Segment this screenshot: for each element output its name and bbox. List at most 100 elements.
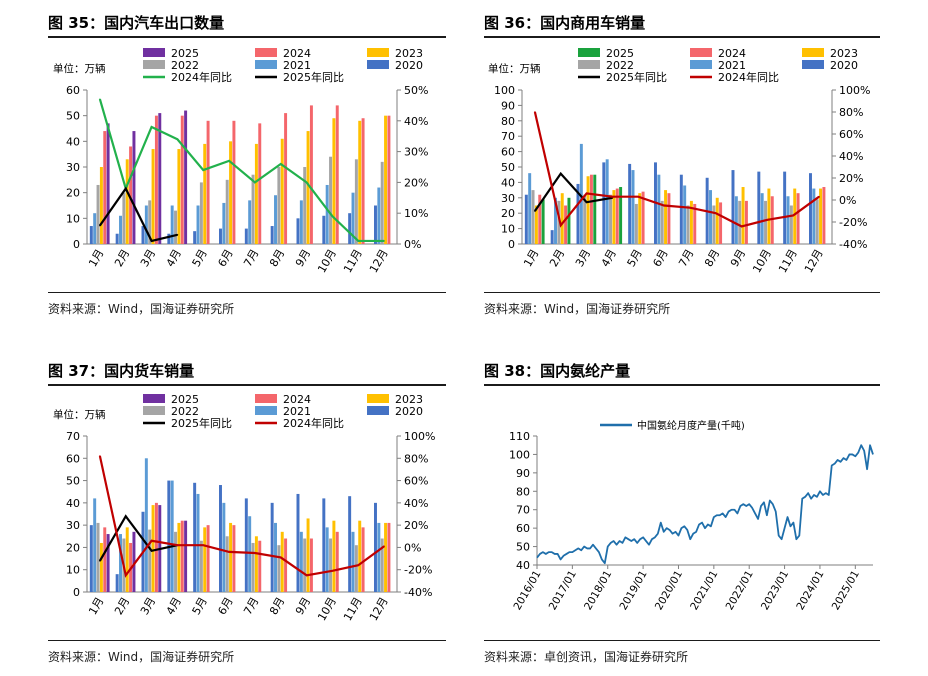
- legend-swatch-2022: [578, 60, 600, 69]
- bar-2023-1月: [99, 167, 103, 244]
- bar-2024-9月: [309, 105, 313, 245]
- bar-2021-9月: [299, 531, 303, 592]
- x-tick-label: 1月: [86, 595, 106, 617]
- tick-label-left: 50: [66, 475, 80, 488]
- bar-2024-3月: [154, 115, 158, 245]
- y-tick-label: 60: [516, 522, 530, 535]
- bar-2024-10月: [335, 105, 339, 245]
- unit-label: 单位：万辆: [53, 408, 106, 421]
- bar-2025-1月: [106, 123, 110, 244]
- bar-2024-6月: [667, 193, 671, 244]
- x-tick-label: 2019/01: [617, 569, 649, 613]
- source-rule-38: [484, 640, 880, 641]
- point-2024年同比: [818, 195, 820, 198]
- tick-label-left: 50: [501, 161, 515, 174]
- tick-label-right: -20%: [839, 216, 867, 229]
- tick-label-right: -40%: [404, 586, 432, 599]
- bar-2020-6月: [219, 485, 222, 592]
- y-tick-label: 80: [516, 485, 530, 498]
- bar-2024-12月: [387, 115, 391, 245]
- legend-swatch-2023: [802, 48, 824, 57]
- x-tick-label: 8月: [702, 247, 722, 269]
- tick-label-left: 0: [73, 238, 80, 251]
- bar-2021-11月: [786, 196, 790, 244]
- bar-2023-3月: [151, 149, 155, 244]
- bar-2022-5月: [634, 203, 638, 244]
- tick-label-right: 100%: [839, 84, 870, 97]
- point-2024年同比: [585, 192, 588, 195]
- bar-2023-1月: [534, 205, 538, 244]
- tick-label-right: 40%: [404, 497, 428, 510]
- point-2024年同比: [331, 570, 334, 572]
- bar-2020-7月: [244, 498, 248, 592]
- figure-title-37: 图 37：国内货车销量: [48, 362, 195, 380]
- bar-2020-10月: [322, 498, 326, 592]
- point-2024年同比: [150, 126, 153, 128]
- bar-2025-4月: [184, 520, 188, 592]
- tick-label-right: 40%: [404, 115, 428, 128]
- bar-2022-6月: [660, 200, 664, 244]
- bar-2022-5月: [199, 182, 203, 244]
- tick-label-right: 10%: [404, 207, 428, 220]
- bar-2020-1月: [89, 226, 93, 244]
- bar-2023-10月: [332, 118, 336, 244]
- bar-2024-11月: [361, 118, 365, 244]
- bar-2021-1月: [528, 173, 532, 244]
- point-2025年同比: [150, 240, 153, 242]
- x-tick-label: 5月: [625, 247, 645, 269]
- bar-2022-9月: [303, 167, 307, 244]
- bar-2024-12月: [387, 522, 391, 592]
- bar-2022-3月: [148, 200, 152, 244]
- legend-label-2020: 2020: [395, 59, 423, 72]
- point-2024年同比: [383, 240, 385, 242]
- bar-2023-10月: [767, 188, 771, 244]
- tick-label-right: 20%: [404, 176, 428, 189]
- bar-2022-12月: [380, 538, 384, 592]
- bar-2022-10月: [764, 200, 768, 244]
- point-2024年同比: [534, 111, 536, 113]
- bar-2022-2月: [122, 192, 126, 244]
- bar-2024-4月: [615, 188, 619, 244]
- tick-label-left: 60: [66, 84, 80, 97]
- bar-2021-9月: [734, 196, 738, 244]
- bar-2022-1月: [531, 190, 535, 244]
- tick-label-right: 60%: [839, 128, 863, 141]
- title-rule-37: [48, 384, 446, 386]
- tick-label-left: 80: [501, 115, 515, 128]
- point-2024年同比: [228, 551, 230, 553]
- x-tick-label: 2025/01: [830, 569, 862, 613]
- x-tick-label: 11月: [341, 247, 365, 275]
- point-2024年同比: [176, 138, 179, 141]
- point-2024年同比: [637, 195, 640, 198]
- bar-2024-2月: [129, 146, 133, 244]
- x-tick-label: 12月: [367, 247, 391, 275]
- bar-2024-1月: [103, 527, 107, 592]
- bar-2022-10月: [329, 538, 333, 592]
- bar-2023-12月: [384, 115, 388, 245]
- bar-2024-7月: [693, 203, 697, 244]
- bar-2023-2月: [125, 159, 129, 244]
- bar-2023-4月: [612, 190, 616, 244]
- point-2024年同比: [689, 206, 691, 209]
- bar-2023-1月: [99, 542, 103, 592]
- bar-2020-5月: [193, 231, 197, 244]
- legend-label-2022: 2022: [171, 405, 199, 418]
- source-rule-36: [484, 292, 880, 293]
- bar-2021-8月: [274, 195, 277, 244]
- bar-2020-1月: [89, 525, 93, 592]
- x-tick-label: 12月: [802, 247, 826, 275]
- bar-2020-7月: [679, 174, 683, 244]
- bar-2021-10月: [325, 184, 329, 244]
- tick-label-left: 10: [66, 564, 80, 577]
- chart-37-truck-sales: 单位：万辆 2025 2024 2023 2022 2021 2020 2025年同比 2024…: [53, 393, 435, 623]
- tick-label-left: 40: [501, 176, 515, 189]
- point-2024年同比: [740, 225, 743, 228]
- bar-2022-3月: [583, 194, 587, 244]
- bar-2020-12月: [374, 502, 377, 592]
- tick-label-left: 40: [66, 135, 80, 148]
- tick-label-left: 100: [494, 84, 515, 97]
- tick-label-right: 40%: [839, 150, 863, 163]
- bar-2022-4月: [174, 210, 178, 244]
- point-2025年同比: [99, 224, 101, 227]
